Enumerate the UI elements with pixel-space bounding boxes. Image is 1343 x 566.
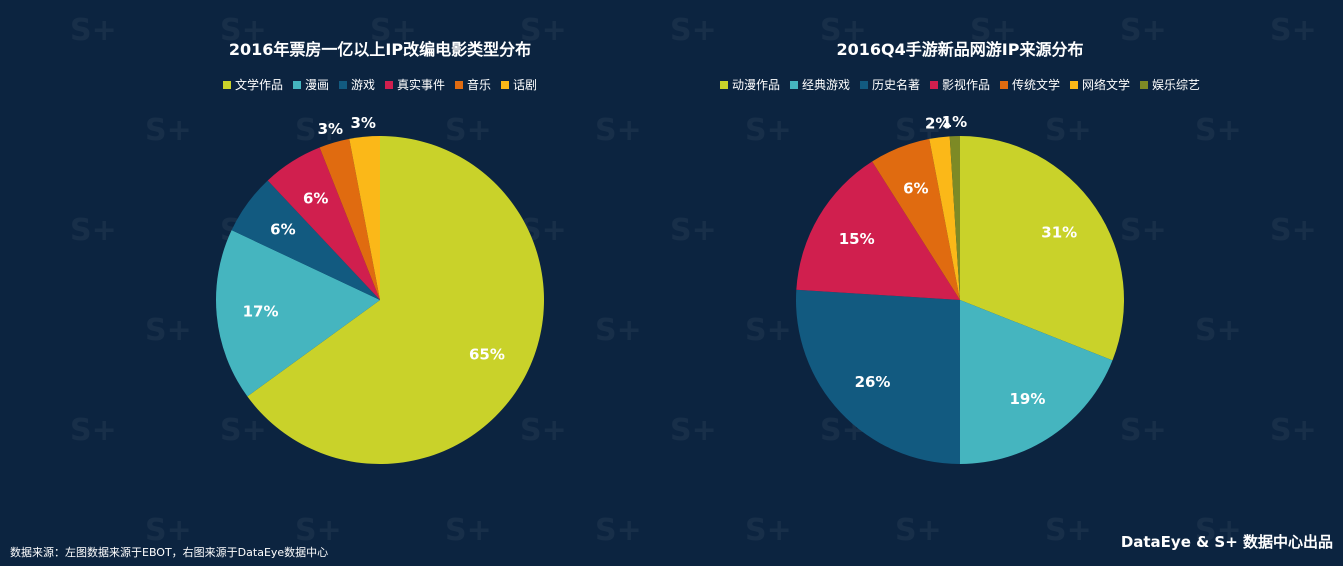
- legend-label: 音乐: [467, 78, 492, 92]
- legend-swatch: [455, 80, 464, 89]
- pie-slice: [231, 180, 380, 300]
- right-chart-title: 2016Q4手游新品网游IP来源分布: [836, 40, 1084, 59]
- pie-slice: [796, 161, 960, 300]
- right-pie-chart: 2016Q4手游新品网游IP来源分布 动漫作品 经典游戏 历史名著 影视作品 传…: [700, 0, 1220, 520]
- legend-label: 网络文学: [1082, 78, 1131, 92]
- pie-slice: [349, 136, 380, 300]
- slice-value-label: 31%: [1041, 224, 1077, 242]
- legend-swatch: [1070, 80, 1079, 89]
- legend-item: 传统文学: [1000, 76, 1060, 93]
- right-chart-legend: 动漫作品 经典游戏 历史名著 影视作品 传统文学 网络文学 娱乐综艺: [700, 76, 1220, 93]
- slice-value-label: 1%: [942, 113, 967, 131]
- slice-value-label: 3%: [351, 114, 376, 132]
- legend-label: 经典游戏: [801, 78, 850, 92]
- pie-slice: [267, 147, 380, 300]
- legend-swatch: [859, 80, 868, 89]
- legend-label: 动漫作品: [731, 78, 780, 92]
- slice-value-label: 17%: [243, 302, 279, 320]
- legend-swatch: [789, 80, 798, 89]
- legend-label: 影视作品: [941, 78, 990, 92]
- pie-slice: [929, 136, 960, 300]
- legend-label: 历史名著: [871, 78, 920, 92]
- legend-item: 娱乐综艺: [1140, 76, 1200, 93]
- legend-item: 历史名著: [859, 76, 920, 93]
- pie-slice: [216, 230, 380, 397]
- pie-slice: [960, 136, 1124, 361]
- slice-value-label: 26%: [855, 373, 891, 391]
- legend-item: 真实事件: [385, 76, 445, 93]
- slice-value-label: 6%: [903, 179, 928, 197]
- slice-value-label: 6%: [270, 220, 295, 238]
- slice-value-label: 3%: [318, 120, 343, 138]
- legend-swatch: [292, 80, 301, 89]
- legend-item: 经典游戏: [789, 76, 850, 93]
- legend-label: 娱乐综艺: [1152, 78, 1201, 92]
- legend-label: 游戏: [350, 78, 375, 92]
- slice-value-label: 65%: [469, 345, 505, 363]
- watermark-mark: S+: [1270, 413, 1317, 448]
- legend-item: 音乐: [455, 76, 491, 93]
- watermark-mark: S+: [1270, 213, 1317, 248]
- legend-item: 影视作品: [929, 76, 990, 93]
- slice-value-label: 19%: [1009, 390, 1045, 408]
- pie-slice: [319, 138, 380, 300]
- legend-label: 文学作品: [234, 78, 283, 92]
- watermark-mark: S+: [1270, 13, 1317, 48]
- pie-slice: [872, 138, 960, 300]
- legend-swatch: [338, 80, 347, 89]
- legend-swatch: [385, 80, 393, 89]
- legend-swatch: [222, 80, 231, 89]
- slice-value-label: 15%: [839, 230, 875, 248]
- pie-slice: [796, 289, 960, 464]
- legend-swatch: [719, 80, 728, 89]
- legend-label: 漫画: [304, 78, 329, 92]
- brand-credit: DataEye & S+ 数据中心出品: [1120, 533, 1333, 551]
- legend-label: 真实事件: [397, 78, 446, 92]
- legend-swatch: [1140, 80, 1149, 89]
- legend-item: 动漫作品: [719, 76, 780, 93]
- legend-swatch: [929, 80, 938, 89]
- left-pie-svg: 65% 17% 6% 6% 3% 3%: [216, 114, 544, 464]
- legend-swatch: [1000, 80, 1008, 89]
- right-pie-svg: 31% 19% 26% 15% 6% 2%1%: [796, 113, 1124, 464]
- pie-slice: [247, 136, 544, 464]
- legend-label: 传统文学: [1012, 78, 1061, 92]
- pie-slice: [960, 300, 1113, 464]
- left-pie-chart: 2016年票房一亿以上IP改编电影类型分布 文学作品 漫画 游戏 真实事件 音乐…: [60, 0, 700, 520]
- left-chart-title: 2016年票房一亿以上IP改编电影类型分布: [228, 40, 532, 59]
- legend-swatch: [501, 80, 510, 89]
- legend-item: 网络文学: [1070, 76, 1130, 93]
- legend-label: 话剧: [513, 78, 538, 92]
- legend-item: 文学作品: [222, 76, 283, 93]
- legend-item: 漫画: [292, 76, 329, 93]
- slice-value-label: 2%: [925, 114, 950, 132]
- source-note: 数据来源：左图数据来源于EBOT，右图来源于DataEye数据中心: [10, 546, 329, 559]
- left-chart-legend: 文学作品 漫画 游戏 真实事件 音乐 话剧: [60, 76, 700, 93]
- pie-slice: [949, 136, 960, 300]
- legend-item: 游戏: [338, 76, 375, 93]
- legend-item: 话剧: [501, 76, 537, 93]
- slice-value-label: 6%: [303, 190, 328, 208]
